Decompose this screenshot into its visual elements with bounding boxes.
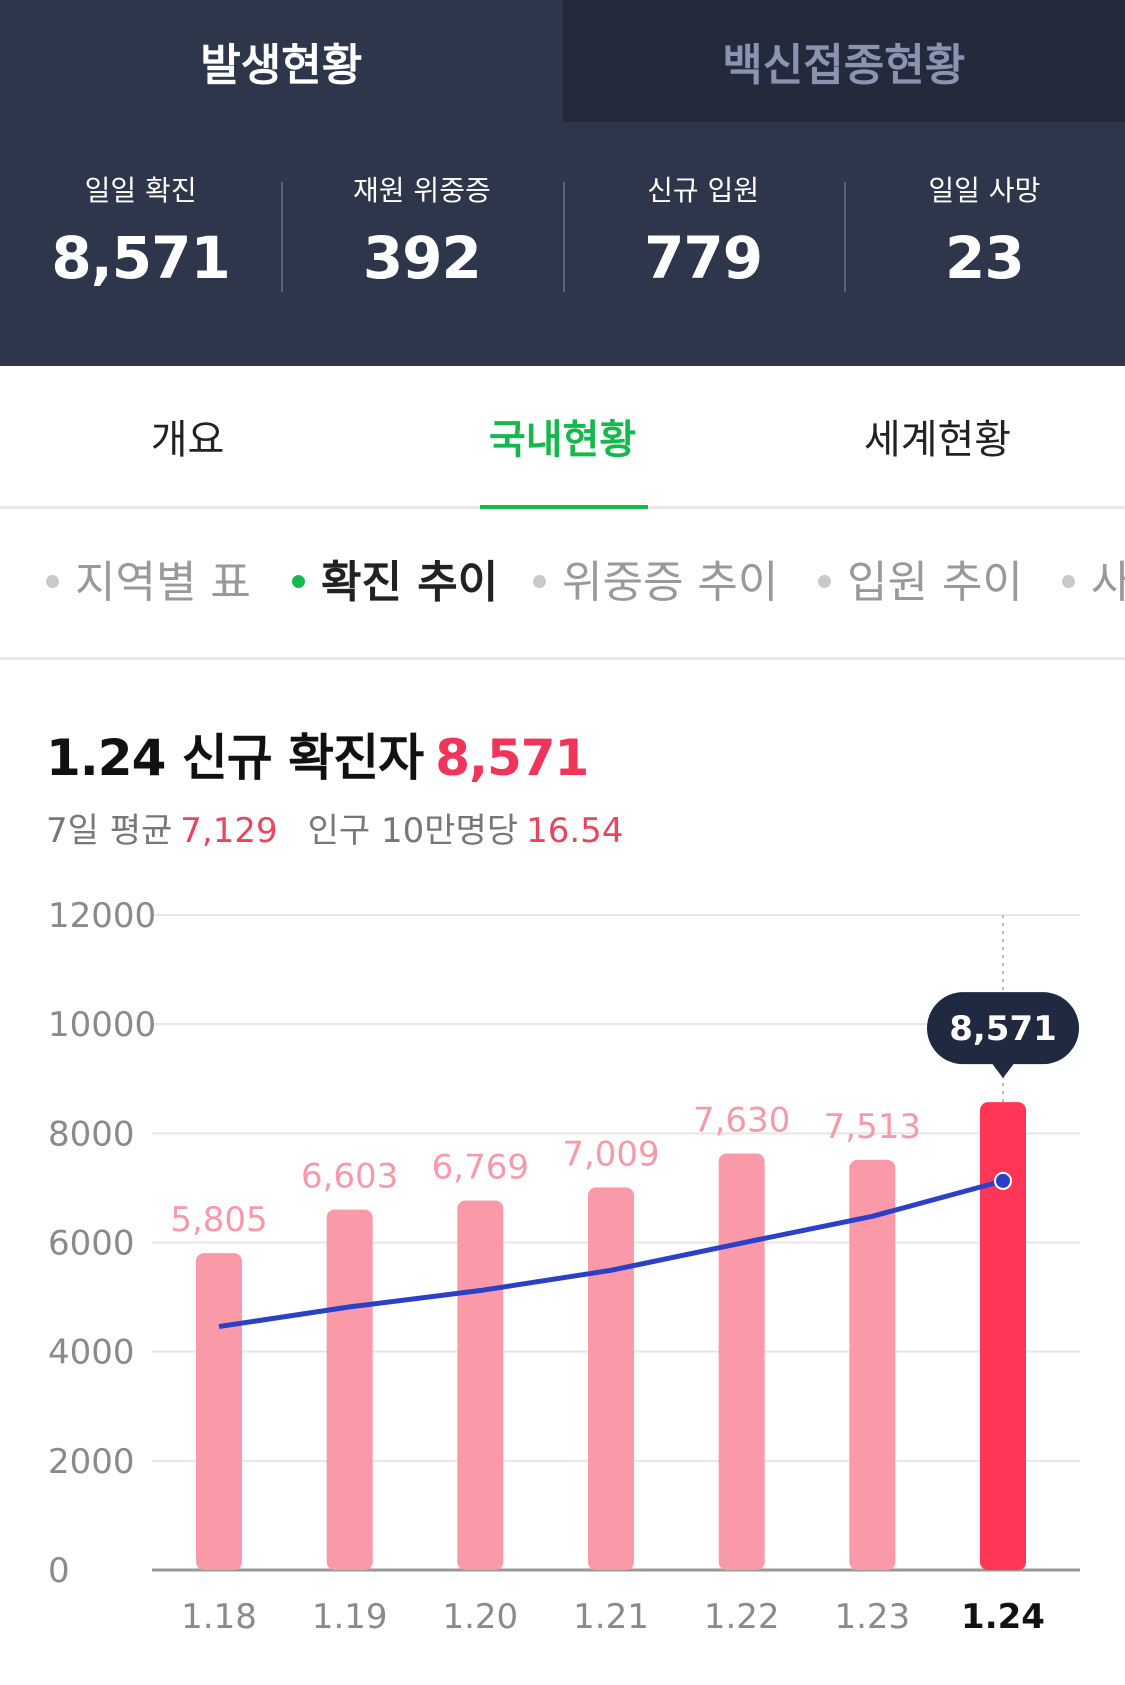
per-capita-value: 16.54 bbox=[526, 811, 624, 851]
bullet-icon bbox=[292, 574, 305, 588]
stat-label: 일일 사망 bbox=[928, 174, 1041, 207]
stat-value: 23 bbox=[945, 224, 1025, 292]
avg-line bbox=[218, 1178, 1004, 1330]
bar-value-label: 5,805 bbox=[170, 1200, 267, 1240]
tab-outbreak-status[interactable]: 발생현황 bbox=[0, 0, 563, 122]
stat-label: 일일 확진 bbox=[84, 174, 197, 207]
bar-value-label: 6,769 bbox=[432, 1148, 529, 1188]
stat-label: 재원 위중증 bbox=[353, 174, 491, 207]
y-tick-label: 4000 bbox=[48, 1333, 135, 1373]
bullet-icon bbox=[533, 574, 546, 588]
tooltip-pointer bbox=[991, 1062, 1015, 1079]
stat-daily-confirmed: 일일 확진 8,571 bbox=[0, 170, 281, 292]
headline-value: 8,571 bbox=[435, 729, 589, 787]
stat-label: 신규 입원 bbox=[647, 174, 760, 207]
stat-new-admission: 신규 입원 779 bbox=[562, 170, 844, 292]
tooltip-value: 8,571 bbox=[949, 1009, 1057, 1049]
stat-daily-deaths: 일일 사망 23 bbox=[843, 170, 1125, 292]
y-tick-label: 12000 bbox=[48, 896, 156, 936]
chip-confirmed-trend[interactable]: 확진 추이 bbox=[292, 509, 498, 657]
avg-value: 7,129 bbox=[180, 811, 278, 851]
bullet-icon bbox=[1062, 574, 1075, 588]
chip-regional-table[interactable]: 지역별 표 bbox=[46, 509, 251, 657]
y-tick-label: 8000 bbox=[48, 1114, 135, 1154]
bar-value-label: 7,009 bbox=[562, 1134, 659, 1174]
tab-world[interactable]: 세계현황 bbox=[863, 417, 1012, 463]
bullet-icon bbox=[46, 574, 59, 588]
bar bbox=[980, 1102, 1026, 1570]
x-tick-label: 1.22 bbox=[704, 1597, 780, 1637]
y-tick-label: 10000 bbox=[48, 1005, 156, 1045]
stats-row: 일일 확진 8,571 재원 위중증 392 신규 입원 779 일일 사망 2… bbox=[0, 170, 1125, 292]
x-tick-label: 1.20 bbox=[442, 1597, 518, 1637]
stat-value: 392 bbox=[362, 224, 482, 292]
x-tick-label: 1.18 bbox=[181, 1597, 257, 1637]
chart-subline: 7일 평균 7,129 인구 10만명당 16.54 bbox=[46, 803, 623, 852]
chart-headline: 1.24 신규 확진자 8,571 bbox=[46, 718, 589, 790]
avg-line-point bbox=[994, 1171, 1012, 1190]
y-tick-label: 2000 bbox=[48, 1442, 135, 1482]
y-tick-label: 6000 bbox=[48, 1224, 135, 1264]
chip-label: 사 bbox=[1091, 557, 1125, 608]
tab-vaccination-status[interactable]: 백신접종현황 bbox=[562, 0, 1125, 122]
chip-label: 지역별 표 bbox=[75, 557, 251, 608]
headline-text: 1.24 신규 확진자 bbox=[46, 729, 424, 787]
bar bbox=[849, 1159, 896, 1570]
bar-value-label: 7,513 bbox=[824, 1107, 921, 1147]
x-tick-label: 1.23 bbox=[834, 1597, 910, 1637]
chart-filter-chips: 지역별 표 확진 추이 위중증 추이 입원 추이 사 bbox=[0, 509, 1125, 660]
x-tick-label: 1.24 bbox=[961, 1597, 1045, 1637]
tooltip-bubble bbox=[927, 992, 1079, 1065]
bar bbox=[718, 1153, 765, 1570]
bar bbox=[196, 1253, 242, 1570]
bar bbox=[326, 1209, 373, 1570]
y-tick-label: 0 bbox=[48, 1551, 70, 1591]
top-tab-bar: 발생현황 백신접종현황 bbox=[0, 0, 1125, 122]
chip-deaths-trend[interactable]: 사 bbox=[1062, 509, 1125, 657]
avg-label: 7일 평균 bbox=[46, 811, 173, 851]
confirmed-trend-chart: 12000 10000 8000 6000 4000 2000 0 5,805 1.18 6,60… bbox=[48, 896, 1080, 1637]
chip-label: 확진 추이 bbox=[321, 557, 499, 608]
stat-value: 8,571 bbox=[51, 224, 230, 292]
bar bbox=[457, 1200, 504, 1570]
chip-critical-trend[interactable]: 위중증 추이 bbox=[533, 509, 778, 657]
tab-overview[interactable]: 개요 bbox=[150, 417, 225, 463]
stat-value: 779 bbox=[644, 224, 763, 292]
chip-admission-trend[interactable]: 입원 추이 bbox=[818, 509, 1023, 657]
x-tick-label: 1.21 bbox=[573, 1597, 649, 1637]
bar bbox=[588, 1187, 634, 1570]
x-tick-label: 1.19 bbox=[312, 1597, 388, 1637]
per-capita-label: 인구 10만명당 bbox=[307, 811, 519, 851]
bar-value-label: 6,603 bbox=[301, 1157, 398, 1197]
tab-domestic[interactable]: 국내현황 bbox=[375, 366, 750, 509]
section-tab-bar: 개요 국내현황 세계현황 bbox=[0, 366, 1125, 509]
chip-label: 위중증 추이 bbox=[562, 557, 779, 608]
status-header: 발생현황 백신접종현황 일일 확진 8,571 재원 위중증 392 신규 입원… bbox=[0, 0, 1125, 366]
bar-value-label: 7,630 bbox=[693, 1101, 790, 1141]
stat-critical: 재원 위중증 392 bbox=[281, 170, 562, 292]
chip-label: 입원 추이 bbox=[847, 557, 1023, 608]
bullet-icon bbox=[818, 574, 831, 588]
